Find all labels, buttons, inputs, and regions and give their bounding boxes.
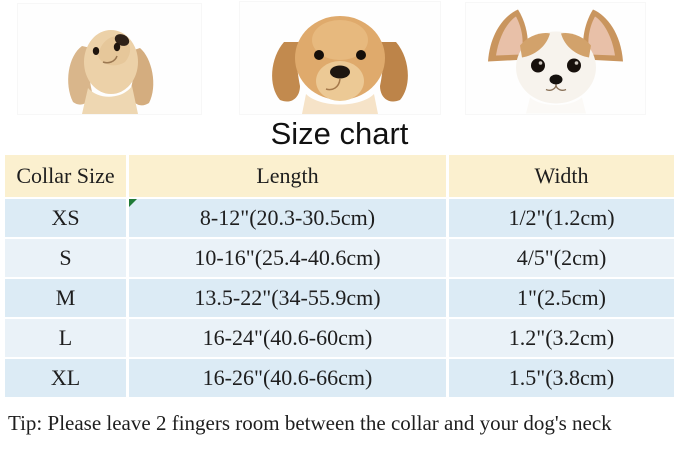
width-cell-l: 1.2"(3.2cm) xyxy=(449,319,674,357)
size-cell-l: L xyxy=(5,319,126,357)
tip-text: Tip: Please leave 2 fingers room between… xyxy=(0,401,679,445)
length-cell-s: 10-16"(25.4-40.6cm) xyxy=(129,239,446,277)
header-collar-size: Collar Size xyxy=(5,155,126,197)
width-cell-m: 1"(2.5cm) xyxy=(449,279,674,317)
length-value-xs: 8-12"(20.3-30.5cm) xyxy=(199,205,376,230)
header-width: Width xyxy=(449,155,674,197)
length-cell-l: 16-24"(40.6-60cm) xyxy=(129,319,446,357)
golden-retriever-puppy-photo-icon xyxy=(272,16,408,114)
header-length: Length xyxy=(129,155,446,197)
page-title: Size chart xyxy=(270,116,409,151)
dog-photo-cream-puppy xyxy=(18,4,201,114)
size-cell-m: M xyxy=(5,279,126,317)
length-cell-xs: 8-12"(20.3-30.5cm) xyxy=(129,199,446,237)
dog-photo-golden-retriever-puppy xyxy=(240,2,440,114)
chihuahua-photo-icon xyxy=(488,9,623,114)
width-cell-xl: 1.5"(3.8cm) xyxy=(449,359,674,397)
size-cell-xs: XS xyxy=(5,199,126,237)
size-cell-xl: XL xyxy=(5,359,126,397)
size-cell-s: S xyxy=(5,239,126,277)
length-cell-xl: 16-26"(40.6-66cm) xyxy=(129,359,446,397)
length-cell-m: 13.5-22"(34-55.9cm) xyxy=(129,279,446,317)
cell-flag-icon xyxy=(129,199,137,207)
width-cell-xs: 1/2"(1.2cm) xyxy=(449,199,674,237)
dog-photo-chihuahua xyxy=(466,3,645,114)
cream-puppy-photo-icon xyxy=(68,30,154,114)
width-cell-s: 4/5"(2cm) xyxy=(449,239,674,277)
size-table: Collar Size Length Width XS 8-12"(20.3-3… xyxy=(5,155,674,397)
